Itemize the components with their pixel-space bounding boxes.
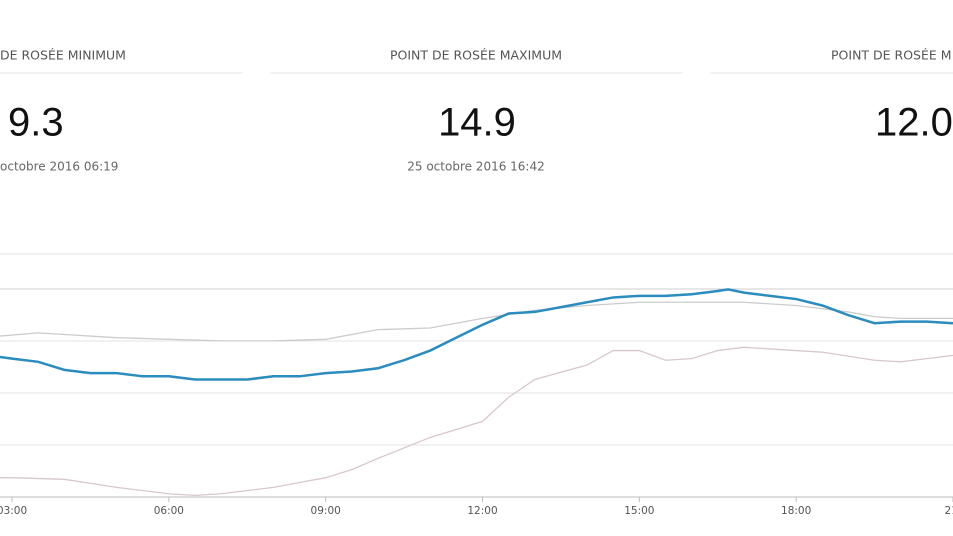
x-tick-label: 03:00: [0, 505, 27, 517]
panel-date: octobre 2016 06:19: [0, 160, 118, 174]
panel-value: 12.0: [875, 101, 953, 145]
panel-date: 25 octobre 2016 16:42: [407, 160, 545, 174]
series-line: [0, 301, 953, 342]
x-tick-label: 12:00: [467, 505, 497, 517]
panel-title: POINT DE ROSÉE MAXIMUM: [390, 48, 562, 63]
grid: [0, 253, 953, 498]
x-tick-label: 18:00: [781, 505, 811, 517]
series-line: [0, 346, 953, 497]
panel-title: POINT DE ROSÉE M: [831, 48, 952, 63]
x-tick-label: 15:00: [624, 505, 654, 517]
x-tick-label: 09:00: [311, 505, 341, 517]
panel-value: 9.3: [8, 101, 64, 145]
panel-title: DE ROSÉE MINIMUM: [0, 48, 126, 63]
series-line: [0, 288, 953, 381]
x-tick-label: 06:00: [154, 505, 184, 517]
panel-value: 14.9: [438, 101, 516, 145]
x-tick-label: 21:: [945, 505, 953, 517]
